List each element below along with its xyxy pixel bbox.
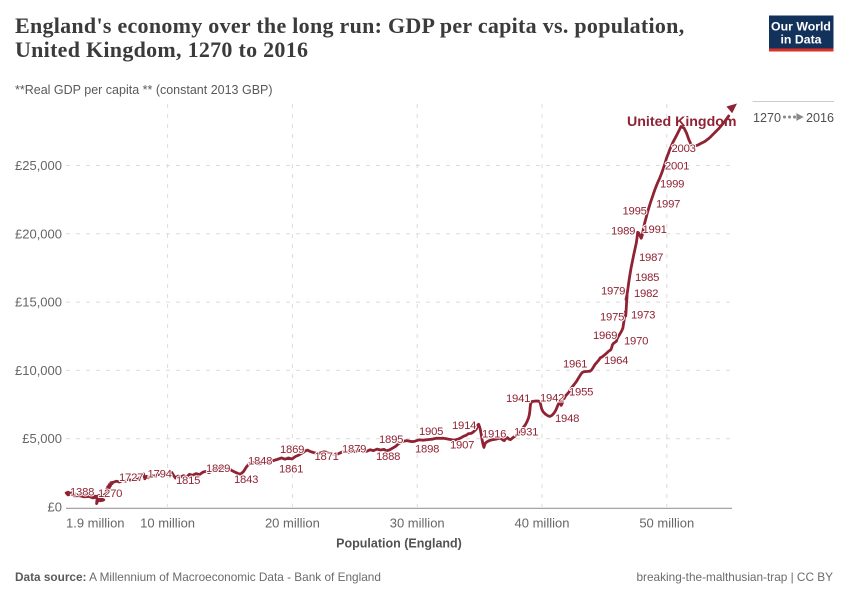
svg-text:breaking-the-malthusian-trap |: breaking-the-malthusian-trap | CC BY <box>637 570 834 584</box>
svg-text:2001: 2001 <box>665 161 689 173</box>
svg-text:£10,000: £10,000 <box>15 363 62 378</box>
svg-text:50 million: 50 million <box>639 516 694 531</box>
svg-text:£20,000: £20,000 <box>15 226 62 241</box>
svg-text:30 million: 30 million <box>390 516 445 531</box>
svg-text:1975: 1975 <box>600 312 624 324</box>
svg-text:1997: 1997 <box>656 199 680 211</box>
svg-text:1941: 1941 <box>506 393 530 405</box>
svg-text:1973: 1973 <box>631 310 655 322</box>
svg-text:1871: 1871 <box>315 451 339 463</box>
svg-text:1843: 1843 <box>234 474 258 486</box>
svg-text:40 million: 40 million <box>515 516 570 531</box>
svg-text:1987: 1987 <box>639 252 663 264</box>
svg-text:1907: 1907 <box>450 440 474 452</box>
svg-text:1879: 1879 <box>342 444 366 456</box>
svg-text:1916: 1916 <box>482 428 506 440</box>
svg-text:Data source: A Millennium of M: Data source: A Millennium of Macroeconom… <box>15 570 381 584</box>
svg-text:1999: 1999 <box>660 179 684 191</box>
svg-text:1961: 1961 <box>563 359 587 371</box>
svg-text:1869: 1869 <box>280 444 304 456</box>
svg-text:1948: 1948 <box>555 413 579 425</box>
svg-text:1969: 1969 <box>593 330 617 342</box>
svg-text:1942: 1942 <box>540 393 564 405</box>
svg-text:Population (England): Population (England) <box>336 537 462 551</box>
svg-text:**Real GDP per capita ** (cons: **Real GDP per capita ** (constant 2013 … <box>15 83 273 97</box>
svg-text:1848: 1848 <box>248 456 272 468</box>
svg-text:1991: 1991 <box>643 224 667 236</box>
svg-text:1931: 1931 <box>514 427 538 439</box>
svg-text:£5,000: £5,000 <box>22 431 62 446</box>
svg-text:1727: 1727 <box>119 472 143 484</box>
svg-text:£15,000: £15,000 <box>15 295 62 310</box>
svg-text:United Kingdom, 1270 to 2016: United Kingdom, 1270 to 2016 <box>15 37 308 62</box>
svg-text:Our World: Our World <box>771 20 831 34</box>
svg-text:1982: 1982 <box>634 288 658 300</box>
svg-text:20 million: 20 million <box>265 516 320 531</box>
svg-text:in Data: in Data <box>781 33 822 47</box>
svg-text:1815: 1815 <box>176 475 200 487</box>
svg-text:1861: 1861 <box>279 464 303 476</box>
svg-text:£0: £0 <box>48 500 62 515</box>
svg-text:£25,000: £25,000 <box>15 158 62 173</box>
svg-text:2016: 2016 <box>806 111 834 125</box>
svg-text:1955: 1955 <box>569 387 593 399</box>
svg-text:1388: 1388 <box>70 487 94 499</box>
svg-text:1829: 1829 <box>206 463 230 475</box>
svg-text:1985: 1985 <box>635 272 659 284</box>
svg-text:1905: 1905 <box>419 426 443 438</box>
svg-text:1270: 1270 <box>98 488 122 500</box>
svg-text:1964: 1964 <box>604 355 628 367</box>
svg-text:1970: 1970 <box>624 336 648 348</box>
svg-text:1989: 1989 <box>611 226 635 238</box>
svg-text:England's economy over the lon: England's economy over the long run: GDP… <box>15 13 684 38</box>
svg-text:1794: 1794 <box>148 469 172 481</box>
svg-text:1979: 1979 <box>601 286 625 298</box>
svg-text:1895: 1895 <box>379 434 403 446</box>
svg-text:1995: 1995 <box>623 206 647 218</box>
svg-text:10 million: 10 million <box>140 516 195 531</box>
svg-text:United Kingdom: United Kingdom <box>627 114 737 130</box>
svg-text:2003: 2003 <box>672 143 696 155</box>
svg-text:1914: 1914 <box>452 420 476 432</box>
svg-text:1888: 1888 <box>376 451 400 463</box>
svg-text:1.9 million: 1.9 million <box>66 516 125 531</box>
svg-text:1898: 1898 <box>415 444 439 456</box>
svg-text:1270: 1270 <box>753 111 781 125</box>
